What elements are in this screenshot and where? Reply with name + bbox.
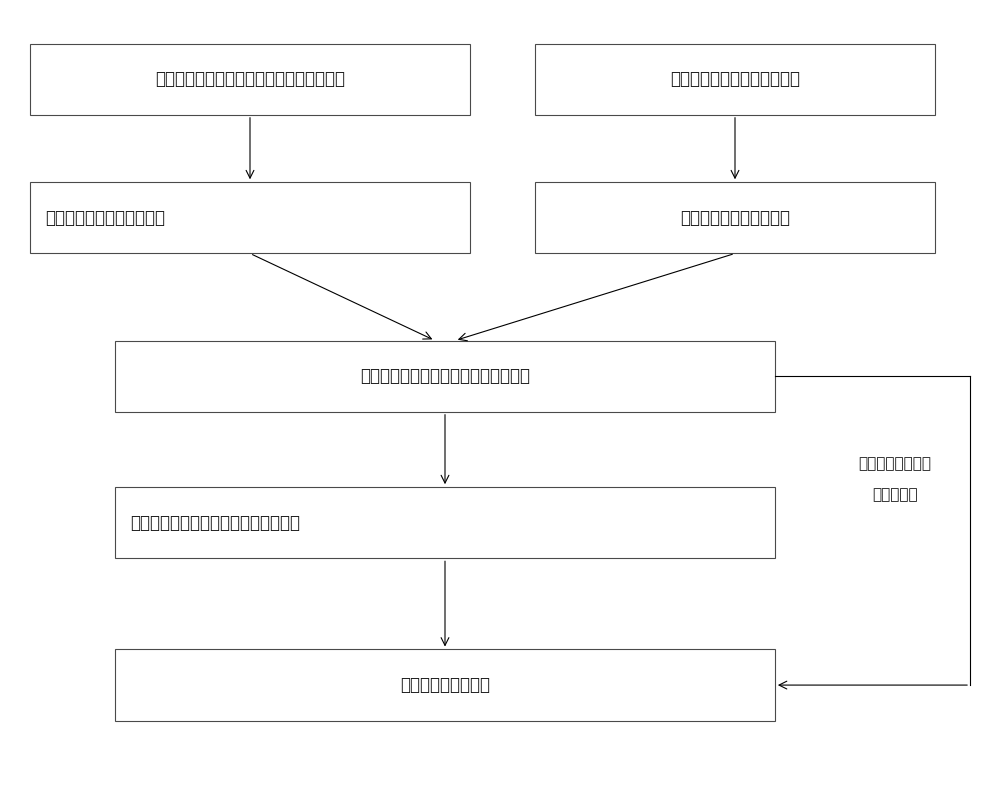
Bar bbox=[115, 649, 775, 721]
Bar bbox=[30, 44, 470, 115]
Bar bbox=[115, 487, 775, 558]
Bar bbox=[535, 44, 935, 115]
Text: 务器的序列: 务器的序列 bbox=[872, 488, 918, 502]
Text: 获取待创建虚拟机数量、规格: 获取待创建虚拟机数量、规格 bbox=[670, 70, 800, 88]
Text: 按创建规格对虚拟机排序: 按创建规格对虚拟机排序 bbox=[680, 209, 790, 227]
Text: 按照资源情况对服务器排序: 按照资源情况对服务器排序 bbox=[45, 209, 165, 227]
Text: 搜寻满足虚拟机创建需求的服务器序列: 搜寻满足虚拟机创建需求的服务器序列 bbox=[360, 367, 530, 385]
Bar bbox=[535, 182, 935, 253]
Text: 存在只包含一个服: 存在只包含一个服 bbox=[858, 456, 932, 470]
Bar bbox=[30, 182, 470, 253]
Text: 计算服务器序列能耗成本，并进行选择: 计算服务器序列能耗成本，并进行选择 bbox=[130, 514, 300, 531]
Text: 获取服务器数量、资源使用情况、分区信息: 获取服务器数量、资源使用情况、分区信息 bbox=[155, 70, 345, 88]
Bar bbox=[115, 341, 775, 412]
Text: 输出最优服务器序列: 输出最优服务器序列 bbox=[400, 676, 490, 694]
